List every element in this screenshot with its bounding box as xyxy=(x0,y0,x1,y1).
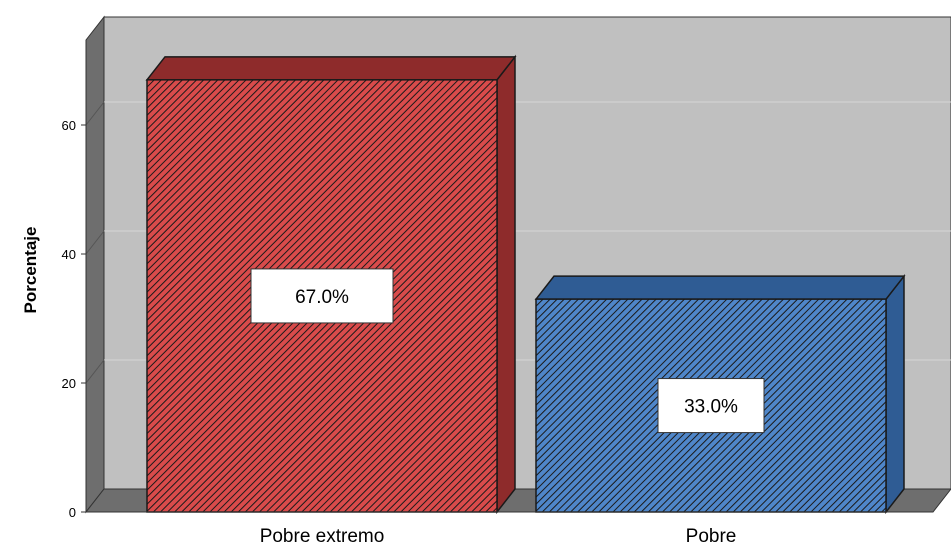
data-label: 33.0% xyxy=(684,397,738,418)
data-label: 67.0% xyxy=(295,287,349,308)
y-axis-label: Porcentaje xyxy=(21,227,40,314)
bars: 67.0% 33.0% xyxy=(145,54,906,515)
x-tick-label: Pobre xyxy=(686,526,737,547)
data-label-box xyxy=(657,378,765,434)
bar-side xyxy=(496,54,516,515)
bar-2: 33.0% xyxy=(534,273,906,515)
x-tick-label: Pobre extremo xyxy=(260,526,385,547)
gridline-side xyxy=(85,101,105,126)
bar-top xyxy=(534,275,906,300)
bar-side xyxy=(885,273,905,515)
y-tick-label: 0 xyxy=(69,505,76,520)
x-axis: Pobre extremo Pobre xyxy=(86,511,933,547)
y-tick-label: 20 xyxy=(62,376,76,391)
gridline-side xyxy=(85,359,105,384)
bar-1: 67.0% xyxy=(145,54,517,515)
bar-top xyxy=(145,56,517,81)
y-ticks: 0 20 40 60 xyxy=(62,118,86,520)
x-tick-labels: Pobre extremo Pobre xyxy=(260,526,737,547)
gridline-side xyxy=(85,230,105,255)
y-axis: 0 20 40 60 Porcentaje xyxy=(21,40,87,520)
y-tick-label: 40 xyxy=(62,247,76,262)
y-tick-label: 60 xyxy=(62,118,76,133)
data-label-box xyxy=(250,268,394,324)
side-wall xyxy=(85,15,105,514)
